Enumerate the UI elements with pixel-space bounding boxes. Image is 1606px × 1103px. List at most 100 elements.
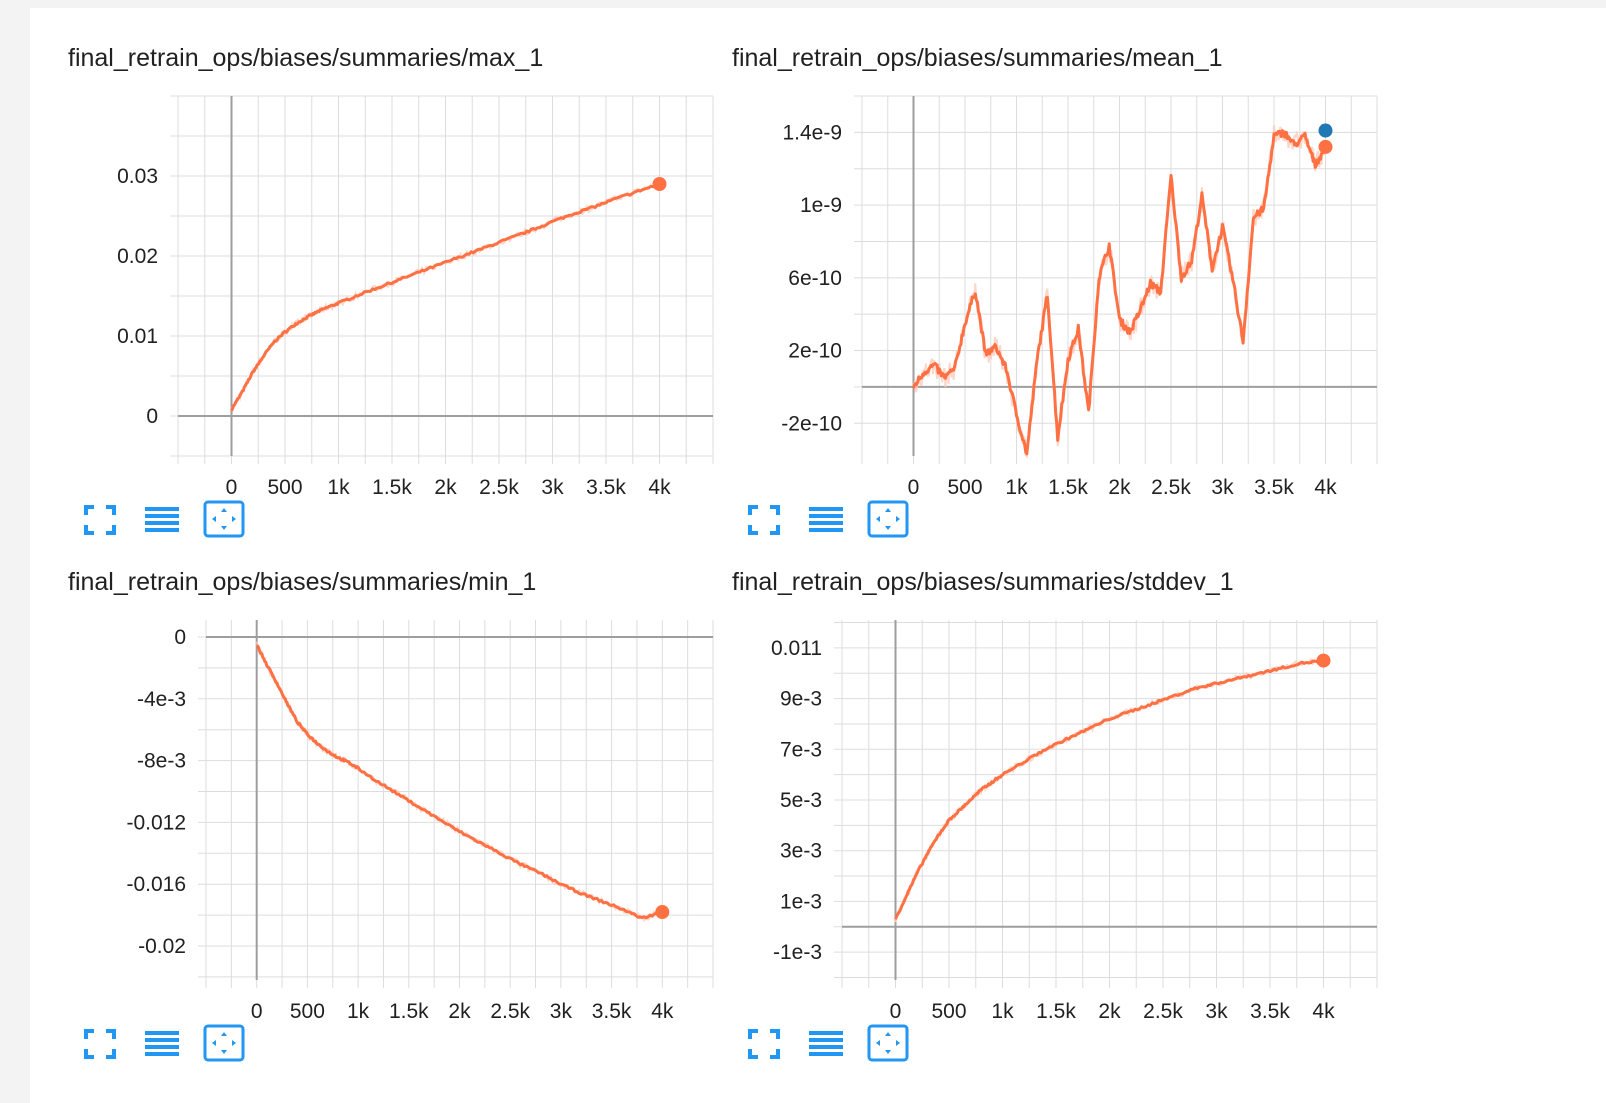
chart-card-min: final_retrain_ops/biases/summaries/min_1… [68,568,728,1078]
y-tick-label: 0.03 [117,165,158,188]
data-table-icon [809,1031,843,1056]
x-tick-label: 1k [1005,476,1028,499]
y-tick-label: -4e-3 [137,688,186,711]
grid [834,620,1378,988]
last-point-marker [655,905,670,920]
data-table-icon [145,507,179,532]
data-table-button[interactable] [804,1023,848,1063]
x-tick-label: 2.5k [490,1000,530,1023]
x-tick-label: 3.5k [1250,1000,1290,1023]
fit-domain-button[interactable] [866,499,910,539]
y-tick-label: 0 [174,626,186,649]
data-table-button[interactable] [804,499,848,539]
fullscreen-icon [84,1029,116,1059]
y-tick-label: 1.4e-9 [782,121,842,144]
y-tick-label: 0.01 [117,325,158,348]
y-tick-label: 3e-3 [780,840,822,863]
series-line [256,644,663,920]
y-tick-label: 7e-3 [780,738,822,761]
y-tick-label: -1e-3 [773,941,822,964]
chart-card-max: final_retrain_ops/biases/summaries/max_1… [68,44,728,554]
grid [198,620,714,988]
fit-domain-icon [867,1024,909,1062]
fit-domain-button[interactable] [202,1023,246,1063]
x-tick-label: 2.5k [1151,476,1191,499]
y-tick-label: 0 [146,405,158,428]
x-tick-label: 500 [947,476,982,499]
y-tick-label: 0.011 [771,637,822,660]
x-tick-label: 3.5k [1254,476,1294,499]
chart-toolbar [742,499,932,539]
chart-title: final_retrain_ops/biases/summaries/stdde… [732,568,1234,596]
y-tick-label: 1e-3 [780,890,822,913]
data-table-button[interactable] [140,499,184,539]
x-tick-label: 1k [347,1000,370,1023]
x-tick-label: 0 [908,476,920,499]
x-tick-label: 2k [1098,1000,1121,1023]
chart-min[interactable]: 0 500 1k 1.5k 2k 2.5k 3k 3.5k 4k 0 -4e-3 -8e-3 -0.01… [68,568,728,1023]
fit-domain-icon [203,1024,245,1062]
y-tick-label: 0.02 [117,245,158,268]
data-table-button[interactable] [140,1023,184,1063]
x-tick-label: 1k [991,1000,1014,1023]
last-point-marker [1316,653,1331,668]
x-tick-label: 2.5k [1143,1000,1183,1023]
x-tick-label: 0 [226,476,238,499]
fullscreen-button[interactable] [742,1023,786,1063]
x-tick-label: 3k [1211,476,1234,499]
y-tick-label: -0.012 [126,811,186,834]
series-line [894,658,1324,920]
fullscreen-button[interactable] [742,499,786,539]
y-tick-label: 9e-3 [780,688,822,711]
y-tick-label: -0.02 [138,935,186,958]
fit-domain-button[interactable] [866,1023,910,1063]
fullscreen-icon [748,1029,780,1059]
y-tick-label: -0.016 [126,873,186,896]
series-line [230,182,660,412]
x-tick-label: 3k [1205,1000,1228,1023]
chart-stddev[interactable]: 0 500 1k 1.5k 2k 2.5k 3k 3.5k 4k -1e-3 1e-3 3e-3 5e-… [732,568,1392,1023]
x-tick-label: 3k [550,1000,573,1023]
x-tick-label: 500 [267,476,302,499]
data-table-icon [809,507,843,532]
x-tick-label: 1k [327,476,350,499]
x-tick-label: 4k [1312,1000,1335,1023]
grid [170,95,714,464]
x-tick-label: 3k [541,476,564,499]
y-tick-label: 2e-10 [788,340,842,363]
x-tick-label: 2k [1108,476,1131,499]
x-tick-label: 3.5k [592,1000,632,1023]
chart-title: final_retrain_ops/biases/summaries/min_1 [68,568,537,596]
y-tick-label: -8e-3 [137,750,186,773]
data-table-icon [145,1031,179,1056]
fullscreen-button[interactable] [78,1023,122,1063]
x-tick-label: 500 [931,1000,966,1023]
chart-toolbar [78,1023,268,1063]
chart-toolbar [742,1023,932,1063]
fit-domain-button[interactable] [202,499,246,539]
x-tick-label: 0 [890,1000,902,1023]
fullscreen-button[interactable] [78,499,122,539]
x-tick-label: 1.5k [372,476,412,499]
chart-mean[interactable]: 0 500 1k 1.5k 2k 2.5k 3k 3.5k 4k -2e-10 2e-10 6e-10… [732,44,1392,499]
fit-domain-icon [203,500,245,538]
dashboard-page: final_retrain_ops/biases/summaries/max_1… [30,8,1606,1103]
last-point-marker-secondary [1318,123,1333,138]
fullscreen-icon [748,505,780,535]
y-tick-label: -2e-10 [781,412,842,435]
chart-card-mean: final_retrain_ops/biases/summaries/mean_… [732,44,1392,554]
y-tick-label: 1e-9 [800,194,842,217]
x-tick-label: 4k [651,1000,674,1023]
x-tick-label: 1.5k [1036,1000,1076,1023]
x-tick-label: 0 [251,1000,263,1023]
last-point-marker [1318,139,1333,154]
x-tick-label: 2k [434,476,457,499]
grid [854,95,1378,464]
chart-max[interactable]: 0 500 1k 1.5k 2k 2.5k 3k 3.5k 4k 0 0.01 0.02 0.03 [68,44,728,499]
x-tick-label: 1.5k [389,1000,429,1023]
chart-title: final_retrain_ops/biases/summaries/mean_… [732,44,1223,72]
y-tick-label: 6e-10 [788,267,842,290]
fullscreen-icon [84,505,116,535]
x-tick-label: 500 [290,1000,325,1023]
chart-toolbar [78,499,268,539]
